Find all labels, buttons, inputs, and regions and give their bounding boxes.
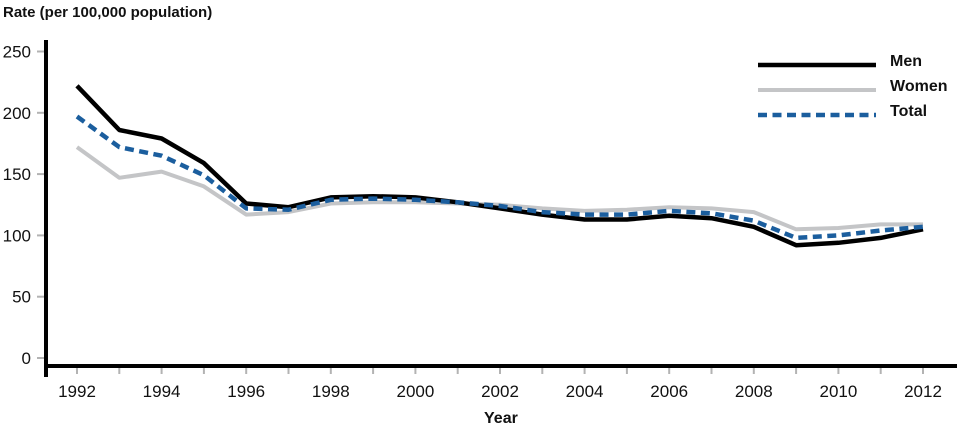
svg-text:2012: 2012 xyxy=(904,382,942,401)
legend-item-men: Men xyxy=(758,49,947,74)
svg-text:100: 100 xyxy=(3,226,31,245)
y-axis-title: Rate (per 100,000 population) xyxy=(3,4,213,21)
legend-label-women: Women xyxy=(890,77,948,95)
svg-text:1998: 1998 xyxy=(312,382,350,401)
svg-text:2008: 2008 xyxy=(735,382,773,401)
total-line-swatch xyxy=(758,107,876,117)
svg-text:250: 250 xyxy=(3,43,31,62)
svg-text:2010: 2010 xyxy=(819,382,857,401)
svg-text:2002: 2002 xyxy=(481,382,519,401)
legend-label-total: Total xyxy=(890,102,928,120)
men-line-swatch xyxy=(758,57,876,67)
svg-text:150: 150 xyxy=(3,165,31,184)
legend-item-total: Total xyxy=(758,99,947,124)
svg-text:50: 50 xyxy=(12,288,31,307)
svg-text:2000: 2000 xyxy=(396,382,434,401)
x-axis-title: Year xyxy=(484,410,518,427)
svg-text:1996: 1996 xyxy=(227,382,265,401)
legend-label-men: Men xyxy=(890,52,922,70)
svg-text:2004: 2004 xyxy=(566,382,604,401)
svg-text:1994: 1994 xyxy=(143,382,181,401)
svg-text:0: 0 xyxy=(22,349,31,368)
svg-text:1992: 1992 xyxy=(58,382,96,401)
legend: Men Women Total xyxy=(758,49,947,124)
svg-text:2006: 2006 xyxy=(650,382,688,401)
legend-item-women: Women xyxy=(758,74,947,99)
women-line-swatch xyxy=(758,82,876,92)
svg-text:200: 200 xyxy=(3,104,31,123)
